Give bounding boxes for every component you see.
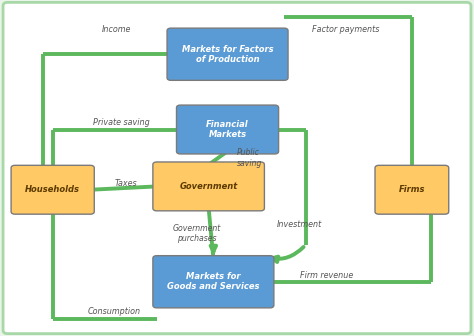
Text: Households: Households: [25, 185, 80, 194]
Text: Markets for
Goods and Services: Markets for Goods and Services: [167, 272, 260, 291]
Text: Firms: Firms: [399, 185, 425, 194]
FancyBboxPatch shape: [153, 256, 274, 308]
Text: Income: Income: [102, 25, 131, 34]
FancyBboxPatch shape: [3, 2, 471, 334]
FancyBboxPatch shape: [11, 165, 94, 214]
FancyBboxPatch shape: [167, 28, 288, 80]
Text: Financial
Markets: Financial Markets: [206, 120, 249, 139]
Text: Markets for Factors
of Production: Markets for Factors of Production: [182, 45, 273, 64]
Text: Consumption: Consumption: [88, 307, 141, 317]
Text: Public
saving: Public saving: [237, 148, 262, 168]
FancyBboxPatch shape: [153, 162, 264, 211]
Text: Firm revenue: Firm revenue: [300, 270, 354, 280]
FancyBboxPatch shape: [176, 105, 279, 154]
Text: Government: Government: [180, 182, 238, 191]
Text: Government
purchases: Government purchases: [173, 223, 221, 243]
Text: Investment: Investment: [277, 220, 322, 229]
Text: Taxes: Taxes: [115, 178, 137, 187]
FancyBboxPatch shape: [375, 165, 449, 214]
Text: Factor payments: Factor payments: [312, 25, 379, 34]
Text: Private saving: Private saving: [93, 118, 150, 127]
